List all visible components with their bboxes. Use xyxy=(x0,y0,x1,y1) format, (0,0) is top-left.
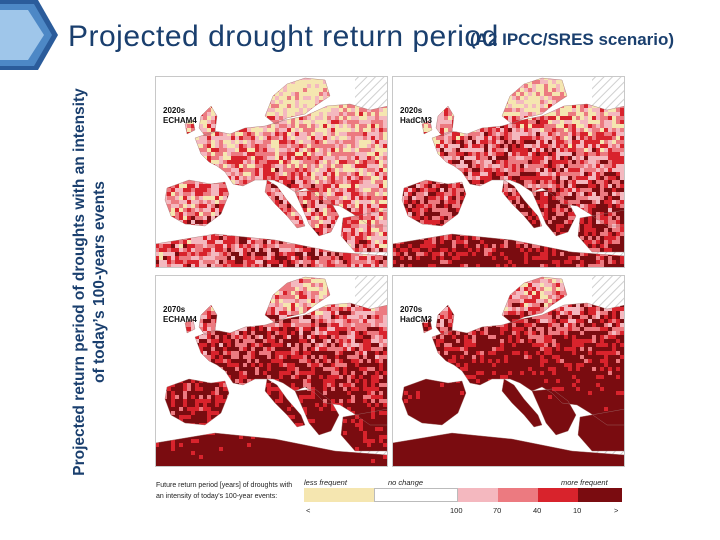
map-model: HadCM3 xyxy=(400,315,433,324)
map-2020s-hadcm3: 2020s HadCM3 xyxy=(392,76,625,268)
legend-tick: 40 xyxy=(533,506,542,515)
side-label: Projected return period of droughts with… xyxy=(70,82,110,482)
legend-swatch-lt10 xyxy=(578,488,622,502)
europe-map-image xyxy=(392,275,625,467)
map-2070s-echam4: 2070s ECHAM4 xyxy=(155,275,388,467)
legend-swatch-less-frequent xyxy=(304,488,374,502)
map-period: 2020s xyxy=(163,106,186,115)
map-period: 2020s xyxy=(400,106,423,115)
europe-map-image xyxy=(155,275,388,467)
legend-no-change: no change xyxy=(388,478,424,487)
legend-tick: 10 xyxy=(573,506,582,515)
legend-description: Future return period [years] of droughts… xyxy=(156,482,293,500)
logo-tab-icon xyxy=(0,0,58,70)
side-label-text: Projected return period of droughts with… xyxy=(71,88,108,476)
map-2020s-echam4: 2020s ECHAM4 xyxy=(155,76,388,268)
map-label: 2070s HadCM3 xyxy=(400,305,432,325)
map-model: ECHAM4 xyxy=(163,116,197,125)
legend-less-frequent: less frequent xyxy=(304,478,347,487)
drought-maps-figure: 2020s ECHAM4 2020s HadCM3 2070s ECHAM4 2… xyxy=(151,72,629,522)
legend: Future return period [years] of droughts… xyxy=(156,474,626,518)
slide-title: Projected drought return period xyxy=(68,20,499,53)
legend-swatch-no-change xyxy=(374,488,458,502)
legend-more-frequent: more frequent xyxy=(561,478,608,487)
legend-tick: > xyxy=(614,506,619,515)
map-2070s-hadcm3: 2070s HadCM3 xyxy=(392,275,625,467)
legend-tick: 100 xyxy=(450,506,463,515)
map-period: 2070s xyxy=(163,305,186,314)
slide-subtitle: (A2 IPCC/SRES scenario) xyxy=(470,30,675,49)
map-label: 2020s HadCM3 xyxy=(400,106,432,126)
map-label: 2020s ECHAM4 xyxy=(163,106,197,126)
europe-map-image xyxy=(155,76,388,268)
legend-swatch-70-40 xyxy=(498,488,538,502)
legend-swatch-40-10 xyxy=(538,488,578,502)
map-period: 2070s xyxy=(400,305,423,314)
legend-swatch-100-70 xyxy=(458,488,498,502)
map-label: 2070s ECHAM4 xyxy=(163,305,197,325)
legend-tick: < xyxy=(306,506,311,515)
map-model: HadCM3 xyxy=(400,116,433,125)
europe-map-image xyxy=(392,76,625,268)
map-model: ECHAM4 xyxy=(163,315,197,324)
legend-tick: 70 xyxy=(493,506,502,515)
